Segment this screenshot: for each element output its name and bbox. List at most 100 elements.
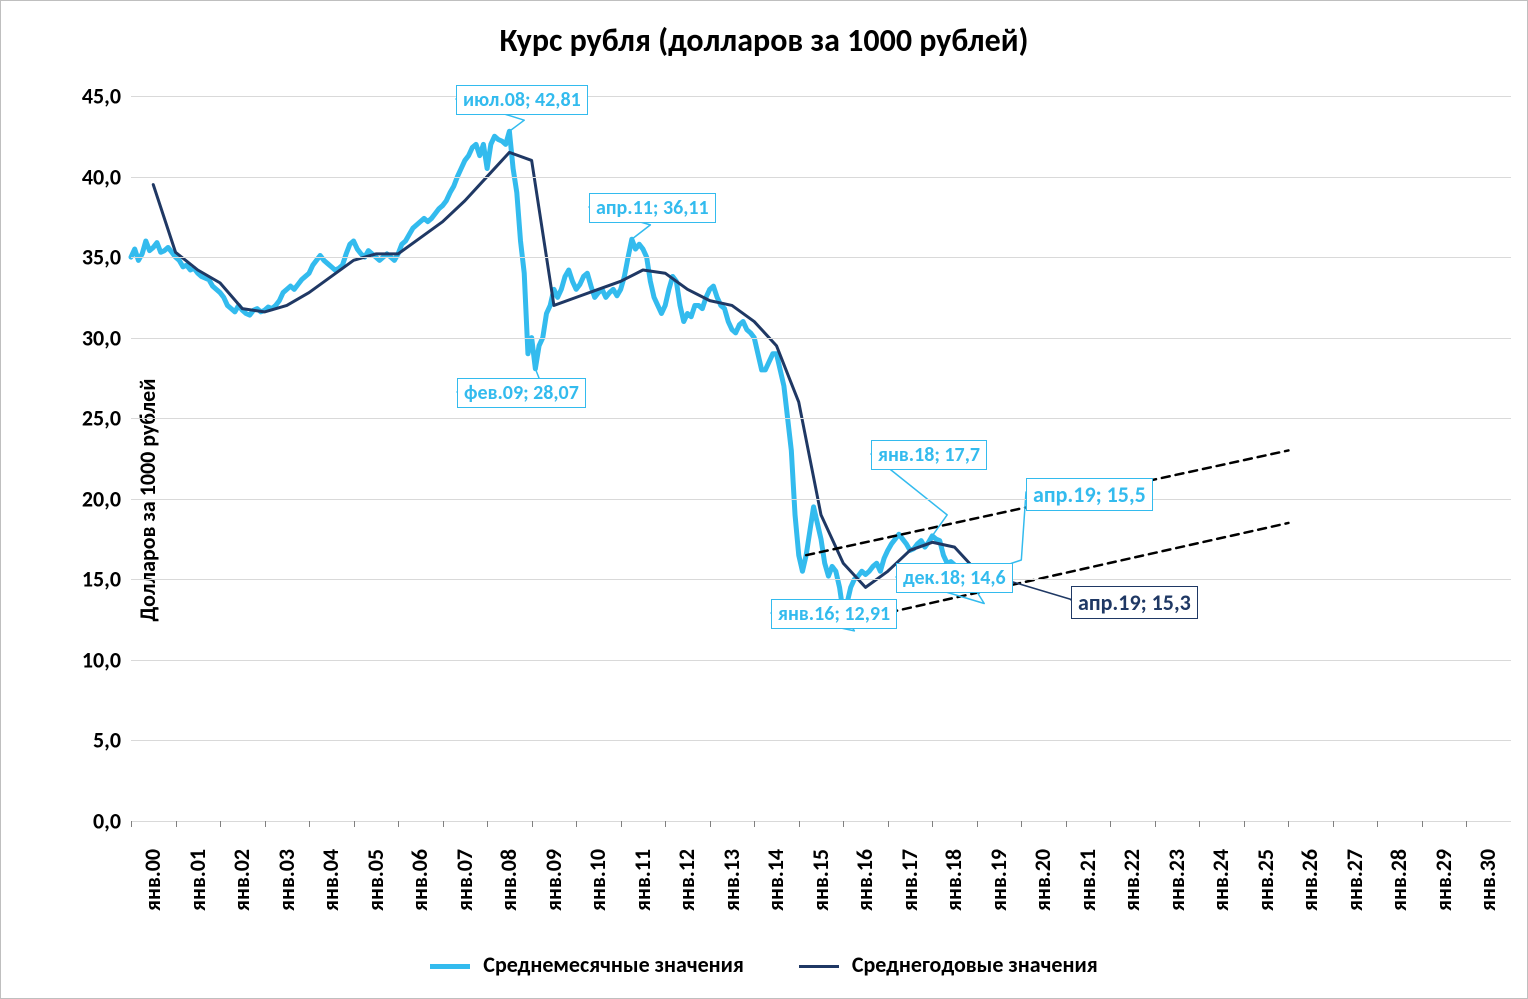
y-tick-label: 10,0 bbox=[82, 646, 121, 673]
series-line bbox=[153, 152, 988, 587]
x-tick-label: янв.24 bbox=[1207, 849, 1234, 911]
x-tick-mark bbox=[799, 821, 800, 827]
x-tick-mark bbox=[1377, 821, 1378, 827]
x-tick-label: янв.04 bbox=[317, 849, 344, 911]
callout-label: фев.09; 28,07 bbox=[457, 378, 586, 408]
x-tick-mark bbox=[1110, 821, 1111, 827]
x-tick-mark bbox=[398, 821, 399, 827]
legend: Среднемесячные значения Среднегодовые зн… bbox=[1, 951, 1527, 978]
x-tick-mark bbox=[1066, 821, 1067, 827]
callout-label: июл.08; 42,81 bbox=[456, 85, 588, 115]
x-tick-label: янв.12 bbox=[673, 849, 700, 911]
gridline bbox=[131, 418, 1511, 419]
x-tick-mark bbox=[220, 821, 221, 827]
x-tick-mark bbox=[131, 821, 132, 827]
gridline bbox=[131, 96, 1511, 97]
gridline bbox=[131, 740, 1511, 741]
x-tick-label: янв.30 bbox=[1474, 849, 1501, 911]
x-tick-label: янв.27 bbox=[1341, 849, 1368, 911]
y-tick-label: 40,0 bbox=[82, 163, 121, 190]
x-tick-mark bbox=[487, 821, 488, 827]
x-tick-mark bbox=[1244, 821, 1245, 827]
x-tick-label: янв.16 bbox=[851, 849, 878, 911]
chart-title: Курс рубля (долларов за 1000 рублей) bbox=[1, 21, 1527, 60]
x-tick-label: янв.00 bbox=[139, 849, 166, 911]
x-tick-label: янв.09 bbox=[540, 849, 567, 911]
x-tick-mark bbox=[576, 821, 577, 827]
x-tick-label: янв.26 bbox=[1296, 849, 1323, 911]
x-tick-label: янв.20 bbox=[1029, 849, 1056, 911]
x-tick-mark bbox=[1333, 821, 1334, 827]
x-tick-label: янв.07 bbox=[451, 849, 478, 911]
gridline bbox=[131, 257, 1511, 258]
x-tick-label: янв.25 bbox=[1252, 849, 1279, 911]
callout-label: апр.11; 36,11 bbox=[589, 193, 716, 223]
x-tick-label: янв.22 bbox=[1118, 849, 1145, 911]
callout-label: янв.18; 17,7 bbox=[871, 440, 987, 470]
y-tick-label: 0,0 bbox=[93, 808, 121, 835]
x-tick-mark bbox=[176, 821, 177, 827]
legend-item-monthly: Среднемесячные значения bbox=[430, 951, 744, 978]
legend-item-yearly: Среднегодовые значения bbox=[799, 951, 1098, 978]
gridline bbox=[131, 660, 1511, 661]
x-tick-label: янв.02 bbox=[228, 849, 255, 911]
x-tick-mark bbox=[1021, 821, 1022, 827]
callout-label: апр.19; 15,3 bbox=[1071, 586, 1198, 619]
legend-swatch-monthly bbox=[430, 964, 470, 969]
x-tick-label: янв.05 bbox=[362, 849, 389, 911]
x-tick-label: янв.17 bbox=[896, 849, 923, 911]
x-tick-mark bbox=[265, 821, 266, 827]
chart-container: Курс рубля (долларов за 1000 рублей) Дол… bbox=[0, 0, 1528, 999]
x-tick-mark bbox=[1288, 821, 1289, 827]
y-tick-label: 30,0 bbox=[82, 324, 121, 351]
x-tick-label: янв.19 bbox=[985, 849, 1012, 911]
legend-swatch-yearly bbox=[799, 965, 839, 968]
x-tick-label: янв.21 bbox=[1074, 849, 1101, 911]
callout-label: дек.18; 14,6 bbox=[896, 563, 1013, 593]
y-tick-label: 15,0 bbox=[82, 566, 121, 593]
x-tick-label: янв.29 bbox=[1430, 849, 1457, 911]
x-tick-mark bbox=[843, 821, 844, 827]
x-tick-label: янв.03 bbox=[273, 849, 300, 911]
x-tick-label: янв.11 bbox=[629, 849, 656, 911]
x-tick-mark bbox=[977, 821, 978, 827]
y-tick-label: 25,0 bbox=[82, 405, 121, 432]
x-tick-label: янв.10 bbox=[584, 849, 611, 911]
chart-svg bbox=[131, 96, 1511, 821]
series-line bbox=[131, 131, 988, 613]
x-tick-label: янв.18 bbox=[940, 849, 967, 911]
x-tick-label: янв.08 bbox=[495, 849, 522, 911]
y-tick-label: 35,0 bbox=[82, 244, 121, 271]
y-tick-label: 5,0 bbox=[93, 727, 121, 754]
series-line bbox=[988, 492, 1026, 571]
x-tick-label: янв.15 bbox=[807, 849, 834, 911]
x-tick-mark bbox=[1155, 821, 1156, 827]
x-tick-mark bbox=[532, 821, 533, 827]
x-tick-mark bbox=[621, 821, 622, 827]
x-tick-label: янв.06 bbox=[406, 849, 433, 911]
x-tick-mark bbox=[1199, 821, 1200, 827]
plot-area bbox=[131, 96, 1511, 821]
gridline bbox=[131, 821, 1511, 822]
x-tick-label: янв.28 bbox=[1385, 849, 1412, 911]
gridline bbox=[131, 499, 1511, 500]
legend-label-yearly: Среднегодовые значения bbox=[852, 951, 1098, 978]
x-tick-mark bbox=[1466, 821, 1467, 827]
gridline bbox=[131, 579, 1511, 580]
x-tick-mark bbox=[710, 821, 711, 827]
y-tick-label: 45,0 bbox=[82, 83, 121, 110]
gridline bbox=[131, 177, 1511, 178]
x-tick-mark bbox=[665, 821, 666, 827]
gridline bbox=[131, 338, 1511, 339]
x-tick-mark bbox=[309, 821, 310, 827]
callout-label: янв.16; 12,91 bbox=[771, 599, 897, 629]
x-tick-mark bbox=[1422, 821, 1423, 827]
callout-label: апр.19; 15,5 bbox=[1026, 478, 1153, 511]
x-tick-label: янв.01 bbox=[184, 849, 211, 911]
x-tick-mark bbox=[443, 821, 444, 827]
x-tick-mark bbox=[354, 821, 355, 827]
x-tick-label: янв.13 bbox=[718, 849, 745, 911]
legend-label-monthly: Среднемесячные значения bbox=[483, 951, 744, 978]
x-tick-label: янв.14 bbox=[762, 849, 789, 911]
x-tick-mark bbox=[932, 821, 933, 827]
